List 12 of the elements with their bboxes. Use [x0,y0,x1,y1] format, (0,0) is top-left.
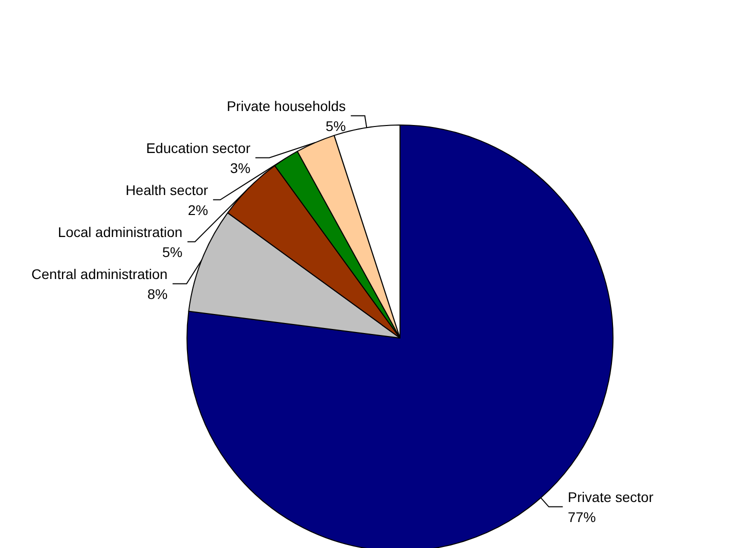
data-label: 2% [188,202,208,218]
data-label: 8% [147,286,168,302]
slice-label: Central administration [31,266,168,282]
slice-label: Private sector [568,488,654,505]
slice-label: Health sector [126,182,208,198]
slice-label: Education sector [146,140,251,156]
slice-label: Local administration [58,224,182,240]
slice-label: Private households [226,98,346,114]
data-label: 3% [230,160,250,176]
data-label: 5% [162,244,182,260]
data-label: 77% [568,508,596,525]
data-label: 5% [326,118,346,134]
